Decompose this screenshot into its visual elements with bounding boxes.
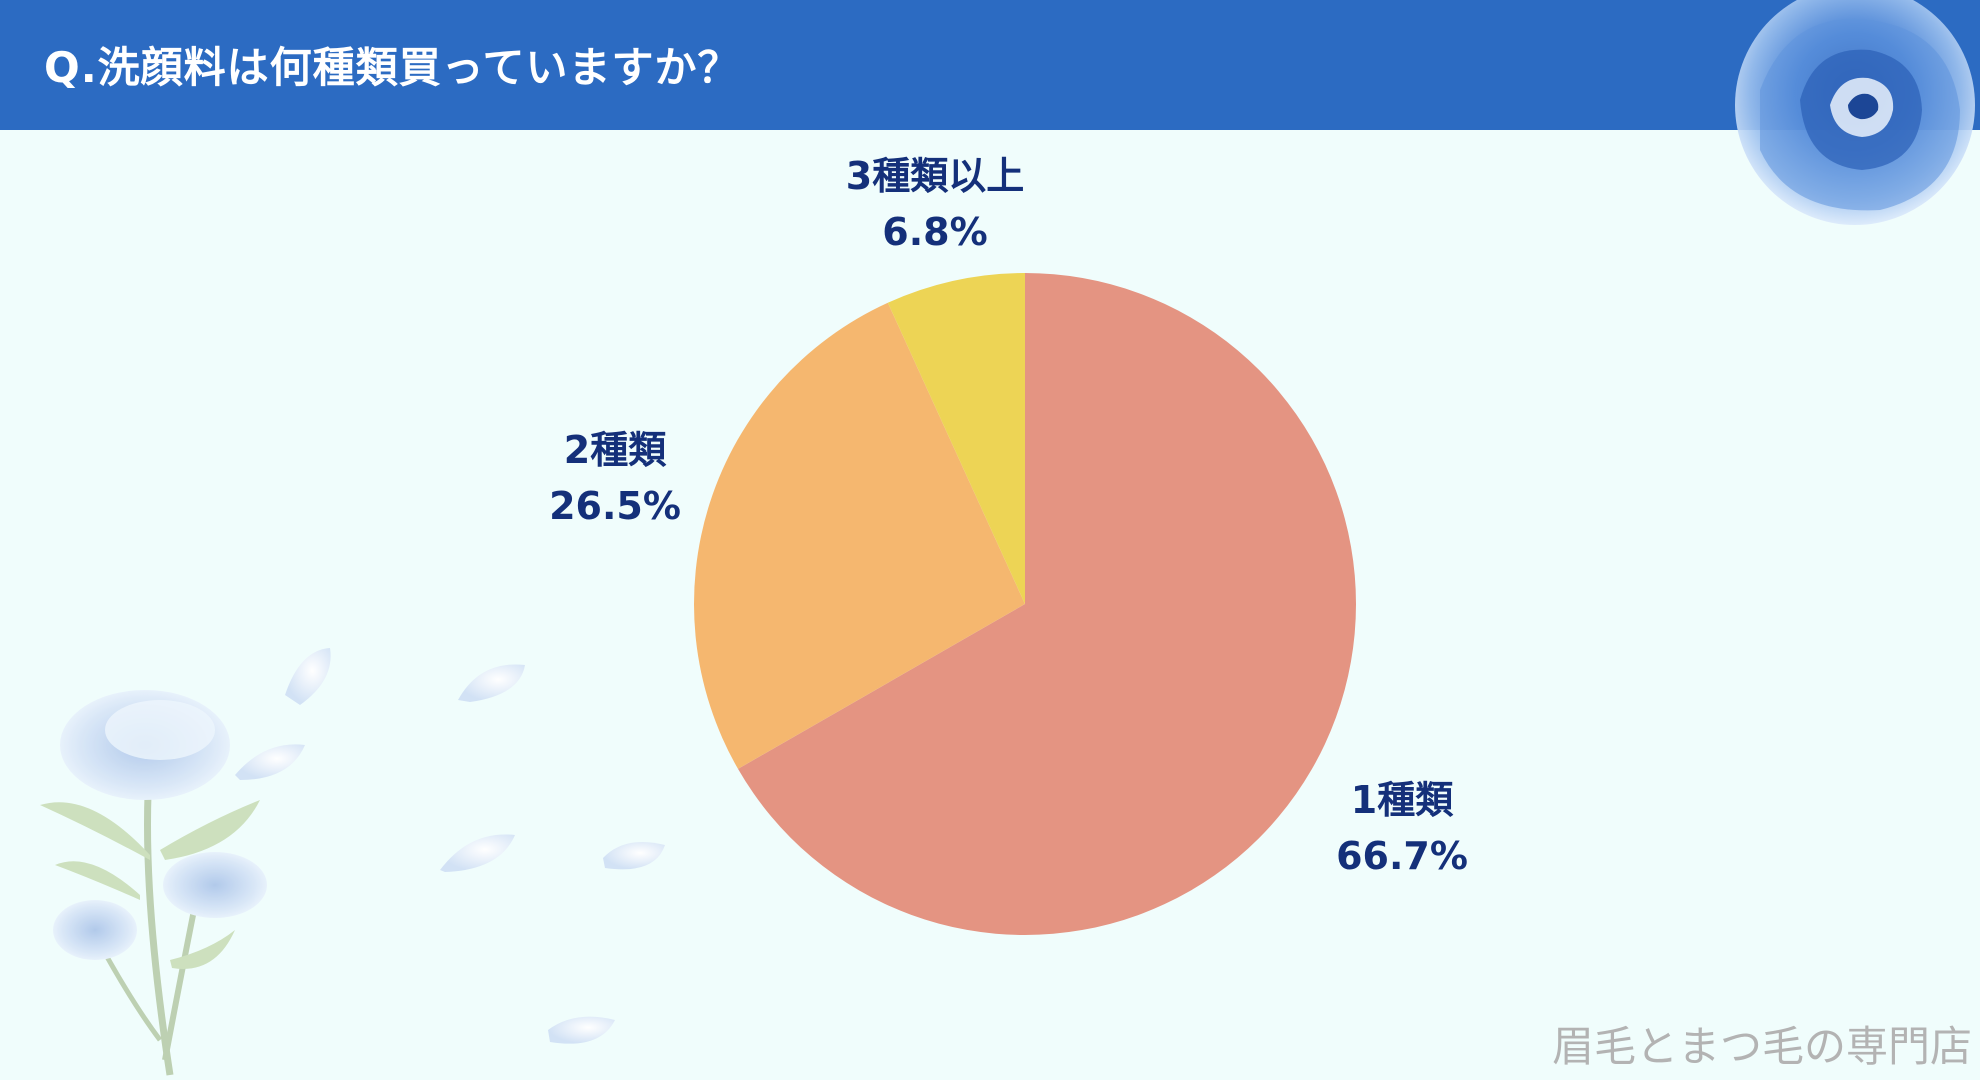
store-watermark: 眉毛とまつ毛の専門店 bbox=[1551, 1022, 1972, 1071]
slice-label-3-or-more-types: 3種類以上 6.8% bbox=[810, 148, 1060, 260]
pie-slice-1 bbox=[737, 273, 1356, 935]
slice-label-name: 1種類 bbox=[1350, 778, 1454, 822]
slice-label-percent: 66.7% bbox=[1336, 834, 1468, 878]
slice-label-percent: 6.8% bbox=[882, 210, 988, 254]
slice-label-2-types: 2種類 26.5% bbox=[515, 422, 715, 534]
pie-slice-3 bbox=[887, 273, 1025, 604]
header-bar: Q.洗顔料は何種類買っていますか？ bbox=[0, 0, 1980, 130]
slice-label-1-type: 1種類 66.7% bbox=[1302, 772, 1502, 884]
page-title: Q.洗顔料は何種類買っていますか？ bbox=[44, 43, 741, 92]
pie-slices bbox=[693, 273, 1356, 935]
slice-label-name: 3種類以上 bbox=[845, 154, 1025, 198]
slice-label-percent: 26.5% bbox=[549, 484, 681, 528]
pie-slice-2 bbox=[693, 302, 1025, 769]
slice-label-name: 2種類 bbox=[563, 428, 667, 472]
